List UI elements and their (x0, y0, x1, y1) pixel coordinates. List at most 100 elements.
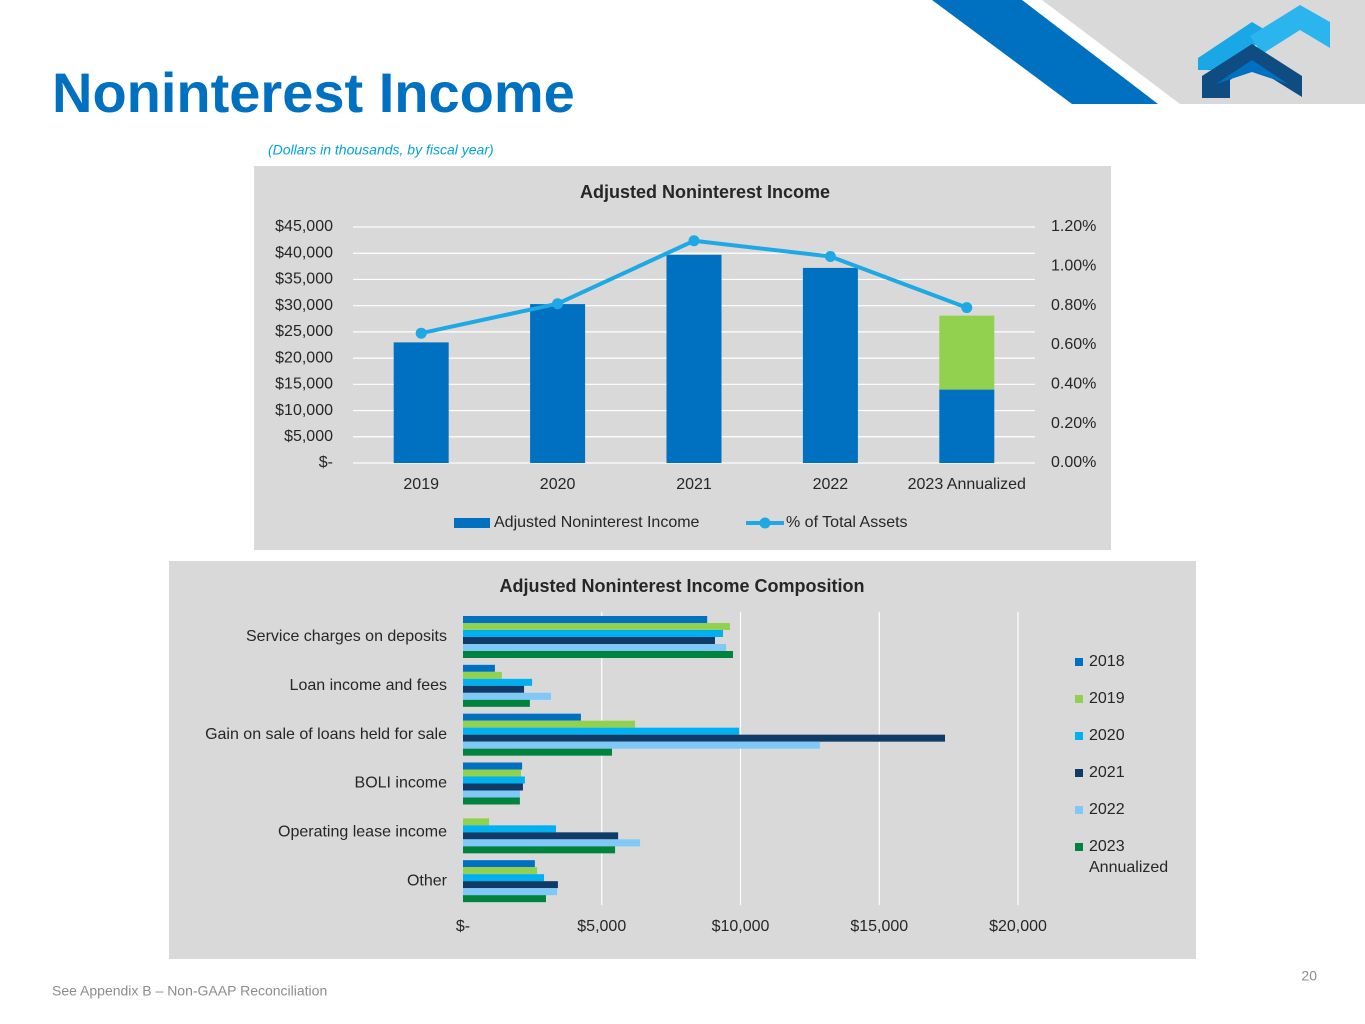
y2-tick-label: 1.20% (1051, 218, 1096, 235)
bar (463, 685, 525, 693)
marker (961, 302, 973, 314)
bar (463, 874, 545, 882)
y-tick-label: Other (407, 872, 448, 889)
bar (463, 720, 636, 728)
bar (463, 818, 490, 826)
bar (463, 671, 502, 679)
logo (1198, 5, 1330, 98)
legend-label: % of Total Assets (786, 514, 908, 531)
legend-entry: 2019 (1089, 690, 1125, 707)
legend-entry: 2023 Annualized (1089, 838, 1169, 876)
bar (463, 699, 530, 707)
x-tick-label: 2019 (403, 476, 439, 493)
bar (463, 727, 740, 735)
y-tick-label: $45,000 (275, 218, 333, 235)
legend-swatch (1075, 658, 1083, 666)
y2-tick-label: 1.00% (1051, 258, 1096, 275)
decor-band (932, 0, 1158, 104)
y2-tick-label: 0.60% (1051, 336, 1096, 353)
bar (463, 895, 546, 903)
y-tick-label: $10,000 (275, 402, 333, 419)
y2-tick-label: 0.00% (1051, 454, 1096, 471)
marker (415, 327, 427, 339)
legend-label: 2021 (1089, 764, 1125, 781)
bar (463, 616, 708, 623)
legend-swatch (1075, 695, 1083, 703)
legend-entry: 2018 (1089, 653, 1125, 670)
y-tick-label: $40,000 (275, 244, 333, 261)
bar (463, 637, 715, 644)
x-tick-label: $20,000 (989, 918, 1047, 935)
bar (463, 664, 495, 672)
legend-entry: 2021 (1089, 764, 1125, 781)
x-tick-label: 2023 Annualized (908, 476, 1026, 493)
x-tick-label: $15,000 (850, 918, 908, 935)
y2-tick-label: 0.80% (1051, 297, 1096, 314)
legend-label: 2019 (1089, 690, 1125, 707)
bar (802, 267, 858, 463)
bar (393, 342, 449, 463)
bar (463, 651, 734, 658)
y-tick-label: $5,000 (284, 428, 333, 445)
y-tick-label: $- (319, 454, 333, 471)
bar (463, 776, 525, 784)
y2-tick-label: 0.20% (1051, 415, 1096, 432)
x-tick-label: 2022 (813, 476, 849, 493)
legend-swatch (1075, 769, 1083, 777)
legend-swatch (1075, 732, 1083, 740)
y2-tick-label: 0.40% (1051, 376, 1096, 393)
x-tick-label: $- (456, 918, 470, 935)
bar (463, 644, 727, 651)
y-tick-label: $15,000 (275, 376, 333, 393)
legend-label: 2023 Annualized (1089, 838, 1169, 876)
bar (463, 630, 724, 637)
legend-entry: 2020 (1089, 727, 1125, 744)
y-tick-label: $35,000 (275, 271, 333, 288)
bar (939, 389, 995, 463)
y-tick-label: Gain on sale of loans held for sale (205, 726, 447, 743)
marker (552, 298, 564, 310)
y-tick-label: Service charges on deposits (246, 628, 447, 645)
bar (463, 881, 558, 889)
chart-title: Adjusted Noninterest Income (580, 182, 830, 202)
bar (530, 304, 586, 463)
y-tick-label: $25,000 (275, 323, 333, 340)
bar (463, 692, 551, 700)
y-tick-label: BOLI income (355, 775, 448, 792)
legend-swatch (1075, 843, 1083, 851)
bar (463, 860, 535, 868)
bar (463, 790, 520, 798)
bar (463, 797, 520, 805)
bar (463, 888, 558, 896)
legend-label: Adjusted Noninterest Income (494, 514, 700, 531)
bar (463, 713, 581, 721)
bar (463, 741, 820, 749)
x-tick-label: $10,000 (712, 918, 770, 935)
bar (463, 825, 556, 833)
legend-entry: 2022 (1089, 801, 1125, 818)
bar (463, 678, 533, 686)
marker (824, 251, 836, 262)
bar (463, 769, 521, 777)
bar (463, 867, 538, 875)
page-number: 20 (1301, 968, 1317, 984)
legend-swatch (759, 517, 771, 529)
subtitle: (Dollars in thousands, by fiscal year) (268, 142, 494, 158)
bar (939, 315, 995, 390)
x-tick-label: 2021 (676, 476, 712, 493)
y-tick-label: $30,000 (275, 297, 333, 314)
bar (463, 734, 946, 742)
bar (463, 839, 641, 847)
bar (463, 623, 730, 630)
bar (666, 254, 722, 463)
bar (463, 846, 616, 854)
y-tick-label: Operating lease income (278, 824, 447, 841)
bar (463, 783, 523, 791)
chart-title: Adjusted Noninterest Income Composition (499, 576, 864, 596)
bar (463, 832, 619, 840)
footnote: See Appendix B – Non-GAAP Reconciliation (52, 983, 327, 999)
x-tick-label: $5,000 (577, 918, 626, 935)
legend-swatch (454, 518, 490, 528)
